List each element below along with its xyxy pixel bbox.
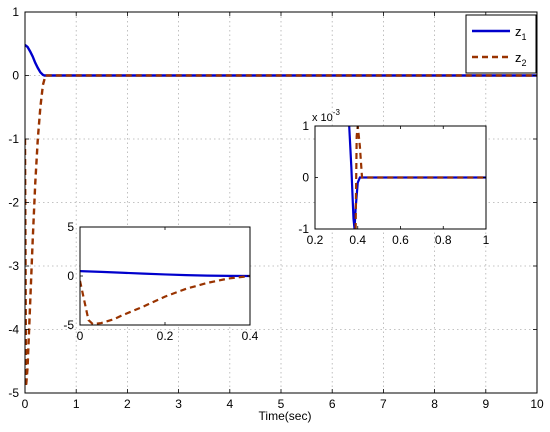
main-ytick-label: 1 [12,5,19,19]
main-xtick-label: 4 [226,397,233,411]
exponent-label: x 10-3 [312,108,340,124]
main-xtick-label: 7 [380,397,387,411]
main-xtick-label: 3 [175,397,182,411]
inset-right-ytick-label: -1 [298,222,309,236]
svg-text:x 10-3: x 10-3 [312,108,340,124]
legend-box [465,14,537,74]
inset-plot-left: 0 0.2 0.4-505 [63,220,258,343]
main-xtick-label: 6 [329,397,336,411]
main-xtick-label: 2 [124,397,131,411]
inset-left-xtick-label: 0.4 [242,329,259,343]
inset-left-ytick-label: 5 [67,220,74,234]
inset-plot-right: 0.2 0.4 0.6 0.8 1 -1 0 1 [298,119,489,247]
inset-right-xtick-label: 1 [483,233,490,247]
main-xtick-label: 1 [73,397,80,411]
inset-left-ytick-label: 0 [67,269,74,283]
main-xtick-label: 0 [22,397,29,411]
legend: z1 z2 [465,14,537,74]
inset-right-series-2-line [354,126,486,229]
main-ytick-label: -1 [8,132,19,146]
inset-right-xtick-label: 0.4 [349,233,366,247]
inset-left-ytick-label: -5 [63,318,74,332]
main-xtick-label: 8 [431,397,438,411]
inset-left-xtick-label: 0 [77,329,84,343]
inset-right-xtick-label: 0.8 [435,233,452,247]
main-xtick-label: 5 [278,397,285,411]
main-ytick-label: -5 [8,386,19,400]
inset-left-series-2-line [80,274,250,325]
main-xtick-label: 9 [482,397,489,411]
main-ytick-label: 0 [12,69,19,83]
main-ytick-label: -4 [8,323,19,337]
legend-z1-label: z1 [515,24,527,42]
main-ytick-label: -2 [8,196,19,210]
legend-z2-label: z2 [515,50,527,68]
main-series-2-line [25,74,537,387]
x-axis-label: Time(sec) [259,409,312,423]
inset-left-xtick-label: 0.2 [157,329,174,343]
inset-right-xtick-label: 0.2 [307,233,324,247]
inset-left-series-1-line [80,270,250,278]
inset-right-ytick-label: 0 [302,171,309,185]
main-xtick-label: 10 [530,397,544,411]
inset-right-ytick-label: 1 [302,119,309,133]
inset-right-xtick-label: 0.6 [392,233,409,247]
main-ytick-label: -3 [8,259,19,273]
